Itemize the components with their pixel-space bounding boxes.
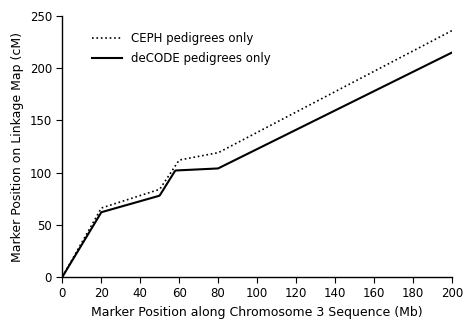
deCODE pedigrees only — [60, 275, 65, 279]
deCODE pedigrees only — [439, 55, 445, 59]
CEPH pedigrees only — [247, 134, 253, 138]
deCODE pedigrees only — [379, 85, 384, 89]
CEPH pedigrees only — [449, 29, 455, 33]
CEPH pedigrees only — [270, 122, 276, 126]
Legend: CEPH pedigrees only, deCODE pedigrees only: CEPH pedigrees only, deCODE pedigrees on… — [88, 27, 276, 70]
deCODE pedigrees only — [449, 50, 455, 54]
deCODE pedigrees only — [247, 151, 253, 155]
deCODE pedigrees only — [270, 139, 276, 143]
CEPH pedigrees only — [379, 65, 384, 69]
deCODE pedigrees only — [292, 129, 297, 133]
CEPH pedigrees only — [439, 34, 445, 38]
CEPH pedigrees only — [292, 111, 297, 115]
Y-axis label: Marker Position on Linkage Map (cM): Marker Position on Linkage Map (cM) — [11, 31, 24, 261]
X-axis label: Marker Position along Chromosome 3 Sequence (Mb): Marker Position along Chromosome 3 Seque… — [91, 306, 423, 319]
CEPH pedigrees only — [245, 136, 250, 140]
Line: CEPH pedigrees only: CEPH pedigrees only — [63, 31, 452, 277]
deCODE pedigrees only — [245, 152, 250, 156]
CEPH pedigrees only — [60, 275, 65, 279]
Line: deCODE pedigrees only: deCODE pedigrees only — [63, 52, 452, 277]
